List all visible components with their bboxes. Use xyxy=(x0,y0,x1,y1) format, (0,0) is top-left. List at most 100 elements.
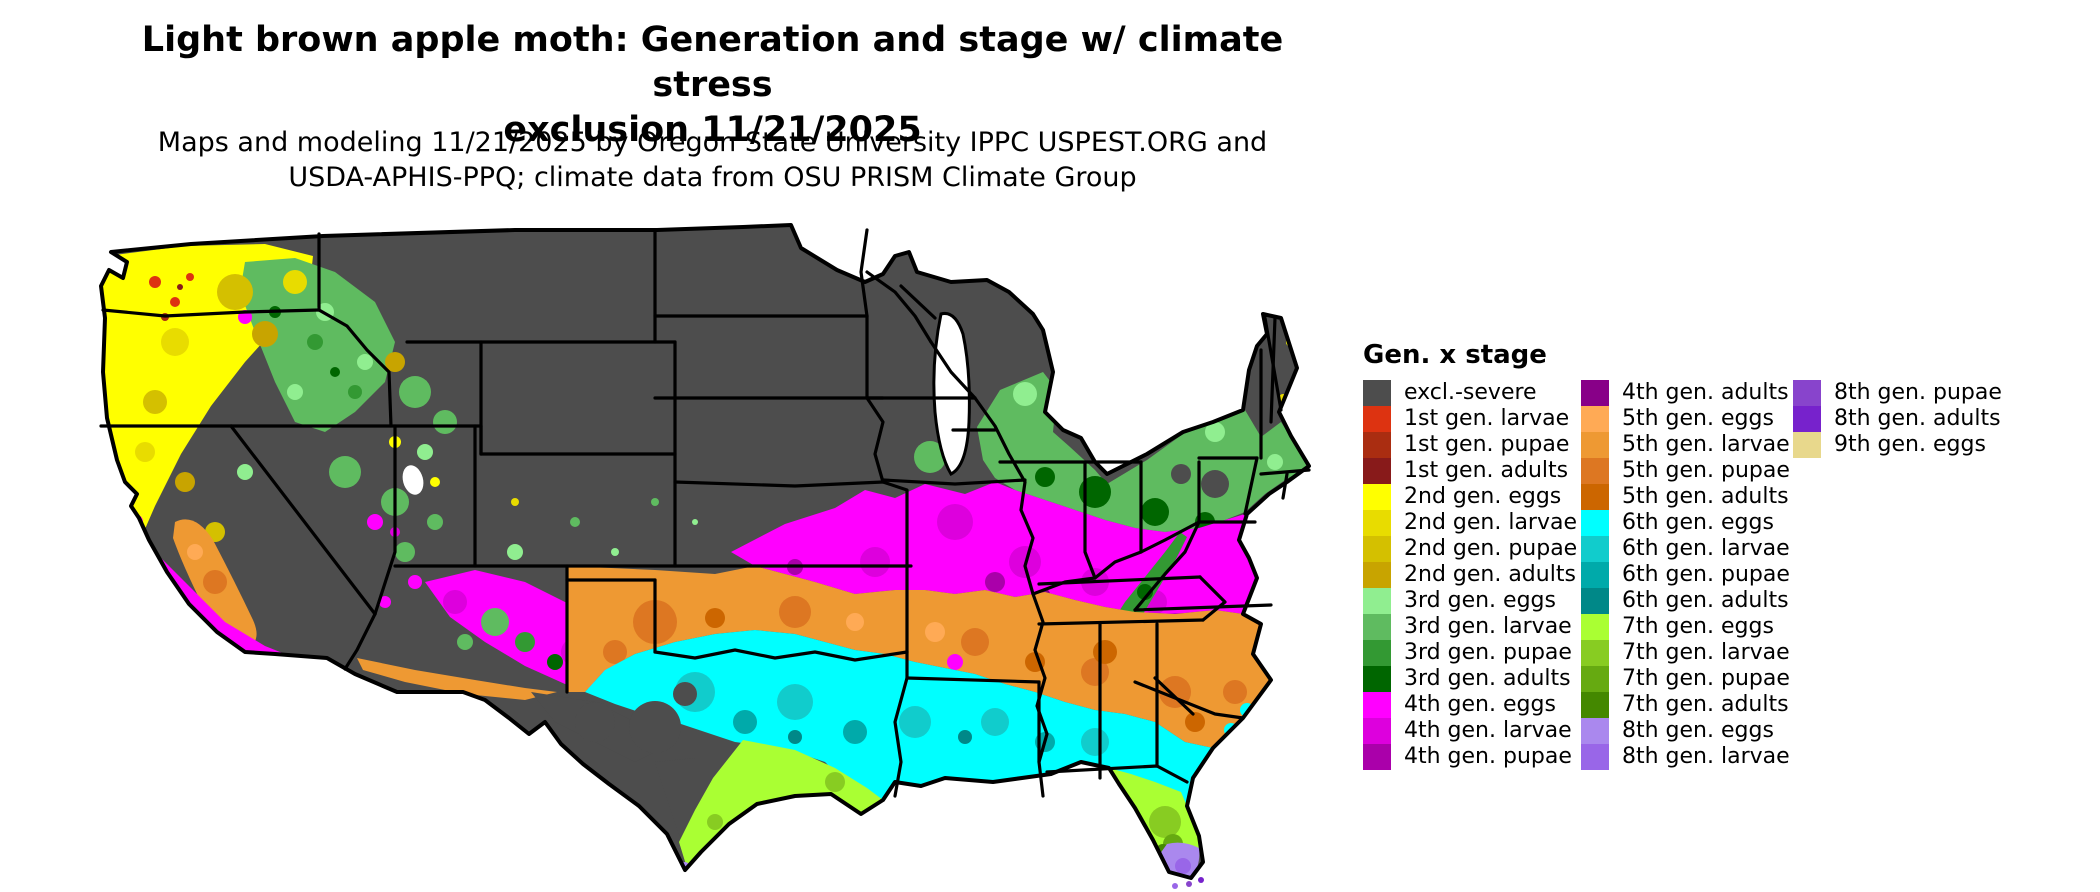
legend-swatch xyxy=(1363,744,1391,770)
legend-swatch xyxy=(1581,484,1609,510)
us-map xyxy=(95,222,1315,892)
legend-label: 7th gen. larvae xyxy=(1622,640,1790,665)
legend-swatch xyxy=(1363,432,1391,458)
legend-label: excl.-severe xyxy=(1404,380,1537,405)
legend-label: 8th gen. adults xyxy=(1834,406,2001,431)
legend-item: 7th gen. larvae xyxy=(1581,640,1793,666)
legend: Gen. x stage excl.-severe 1st gen. larvae… xyxy=(1363,340,2023,770)
legend-item: 3rd gen. pupae xyxy=(1363,640,1581,666)
legend-label: 6th gen. pupae xyxy=(1622,562,1790,587)
legend-label: 4th gen. pupae xyxy=(1404,744,1572,769)
legend-item: 6th gen. adults xyxy=(1581,588,1793,614)
legend-swatch xyxy=(1581,718,1609,744)
legend-swatch xyxy=(1363,640,1391,666)
legend-swatch xyxy=(1581,458,1609,484)
legend-swatch xyxy=(1363,458,1391,484)
legend-label: 7th gen. pupae xyxy=(1622,666,1790,691)
state-borders xyxy=(99,228,1311,798)
legend-item: 6th gen. pupae xyxy=(1581,562,1793,588)
legend-label: 8th gen. eggs xyxy=(1622,718,1774,743)
legend-item: 2nd gen. pupae xyxy=(1363,536,1581,562)
legend-column-1: excl.-severe 1st gen. larvae 1st gen. pupa… xyxy=(1363,380,1581,770)
legend-swatch xyxy=(1581,536,1609,562)
legend-swatch xyxy=(1363,380,1391,406)
legend-swatch xyxy=(1363,588,1391,614)
legend-label: 7th gen. adults xyxy=(1622,692,1789,717)
legend-swatch xyxy=(1581,692,1609,718)
legend-swatch xyxy=(1363,536,1391,562)
us-map-svg xyxy=(99,223,1311,889)
legend-swatch xyxy=(1581,666,1609,692)
legend-swatch xyxy=(1363,484,1391,510)
legend-item: 3rd gen. larvae xyxy=(1363,614,1581,640)
legend-item: 1st gen. larvae xyxy=(1363,406,1581,432)
legend-label: 3rd gen. eggs xyxy=(1404,588,1556,613)
legend-swatch xyxy=(1363,562,1391,588)
legend-label: 4th gen. adults xyxy=(1622,380,1789,405)
legend-swatch xyxy=(1363,692,1391,718)
legend-swatch xyxy=(1363,510,1391,536)
legend-item: 8th gen. pupae xyxy=(1793,380,2023,406)
legend-swatch xyxy=(1363,406,1391,432)
legend-label: 8th gen. larvae xyxy=(1622,744,1790,769)
legend-item: 6th gen. eggs xyxy=(1581,510,1793,536)
legend-item: 4th gen. eggs xyxy=(1363,692,1581,718)
legend-label: 5th gen. pupae xyxy=(1622,458,1790,483)
legend-item: excl.-severe xyxy=(1363,380,1581,406)
subtitle-line1: Maps and modeling 11/21/2025 by Oregon S… xyxy=(157,127,1268,158)
legend-columns: excl.-severe 1st gen. larvae 1st gen. pupa… xyxy=(1363,380,2023,770)
legend-item: 3rd gen. adults xyxy=(1363,666,1581,692)
legend-item: 5th gen. adults xyxy=(1581,484,1793,510)
title-block: Light brown apple moth: Generation and s… xyxy=(95,18,1330,153)
lakes xyxy=(402,311,971,495)
legend-item: 9th gen. eggs xyxy=(1793,432,2023,458)
legend-swatch xyxy=(1793,432,1821,458)
legend-item: 8th gen. adults xyxy=(1793,406,2023,432)
legend-label: 3rd gen. larvae xyxy=(1404,614,1572,639)
legend-label: 5th gen. larvae xyxy=(1622,432,1790,457)
legend-swatch xyxy=(1793,406,1821,432)
legend-swatch xyxy=(1581,406,1609,432)
legend-item: 7th gen. adults xyxy=(1581,692,1793,718)
legend-item: 5th gen. pupae xyxy=(1581,458,1793,484)
legend-item: 1st gen. adults xyxy=(1363,458,1581,484)
legend-item: 4th gen. adults xyxy=(1581,380,1793,406)
legend-label: 6th gen. adults xyxy=(1622,588,1789,613)
legend-swatch xyxy=(1581,380,1609,406)
legend-label: 5th gen. eggs xyxy=(1622,406,1774,431)
legend-swatch xyxy=(1363,718,1391,744)
legend-swatch xyxy=(1581,588,1609,614)
legend-item: 4th gen. pupae xyxy=(1363,744,1581,770)
legend-label: 6th gen. larvae xyxy=(1622,536,1790,561)
legend-item: 7th gen. eggs xyxy=(1581,614,1793,640)
legend-item: 2nd gen. eggs xyxy=(1363,484,1581,510)
legend-item: 2nd gen. larvae xyxy=(1363,510,1581,536)
legend-label: 1st gen. pupae xyxy=(1404,432,1570,457)
legend-item: 8th gen. larvae xyxy=(1581,744,1793,770)
legend-swatch xyxy=(1581,614,1609,640)
legend-heading: Gen. x stage xyxy=(1363,340,1547,370)
legend-swatch xyxy=(1581,510,1609,536)
legend-column-3: 8th gen. pupae 8th gen. adults 9th gen. eg… xyxy=(1793,380,2023,458)
legend-label: 9th gen. eggs xyxy=(1834,432,1986,457)
legend-swatch xyxy=(1581,640,1609,666)
legend-label: 2nd gen. pupae xyxy=(1404,536,1578,561)
legend-swatch xyxy=(1363,614,1391,640)
page-title-line1: Light brown apple moth: Generation and s… xyxy=(141,20,1284,105)
legend-item: 3rd gen. eggs xyxy=(1363,588,1581,614)
legend-label: 1st gen. adults xyxy=(1404,458,1569,483)
legend-label: 7th gen. eggs xyxy=(1622,614,1774,639)
legend-item: 5th gen. larvae xyxy=(1581,432,1793,458)
page-title-line2: exclusion 11/21/2025 xyxy=(503,110,922,150)
legend-item: 6th gen. larvae xyxy=(1581,536,1793,562)
legend-swatch xyxy=(1581,432,1609,458)
legend-item: 4th gen. larvae xyxy=(1363,718,1581,744)
legend-swatch xyxy=(1581,744,1609,770)
legend-label: 8th gen. pupae xyxy=(1834,380,2002,405)
legend-label: 5th gen. adults xyxy=(1622,484,1789,509)
legend-item: 1st gen. pupae xyxy=(1363,432,1581,458)
legend-item: 8th gen. eggs xyxy=(1581,718,1793,744)
legend-label: 2nd gen. eggs xyxy=(1404,484,1562,509)
legend-swatch xyxy=(1363,666,1391,692)
